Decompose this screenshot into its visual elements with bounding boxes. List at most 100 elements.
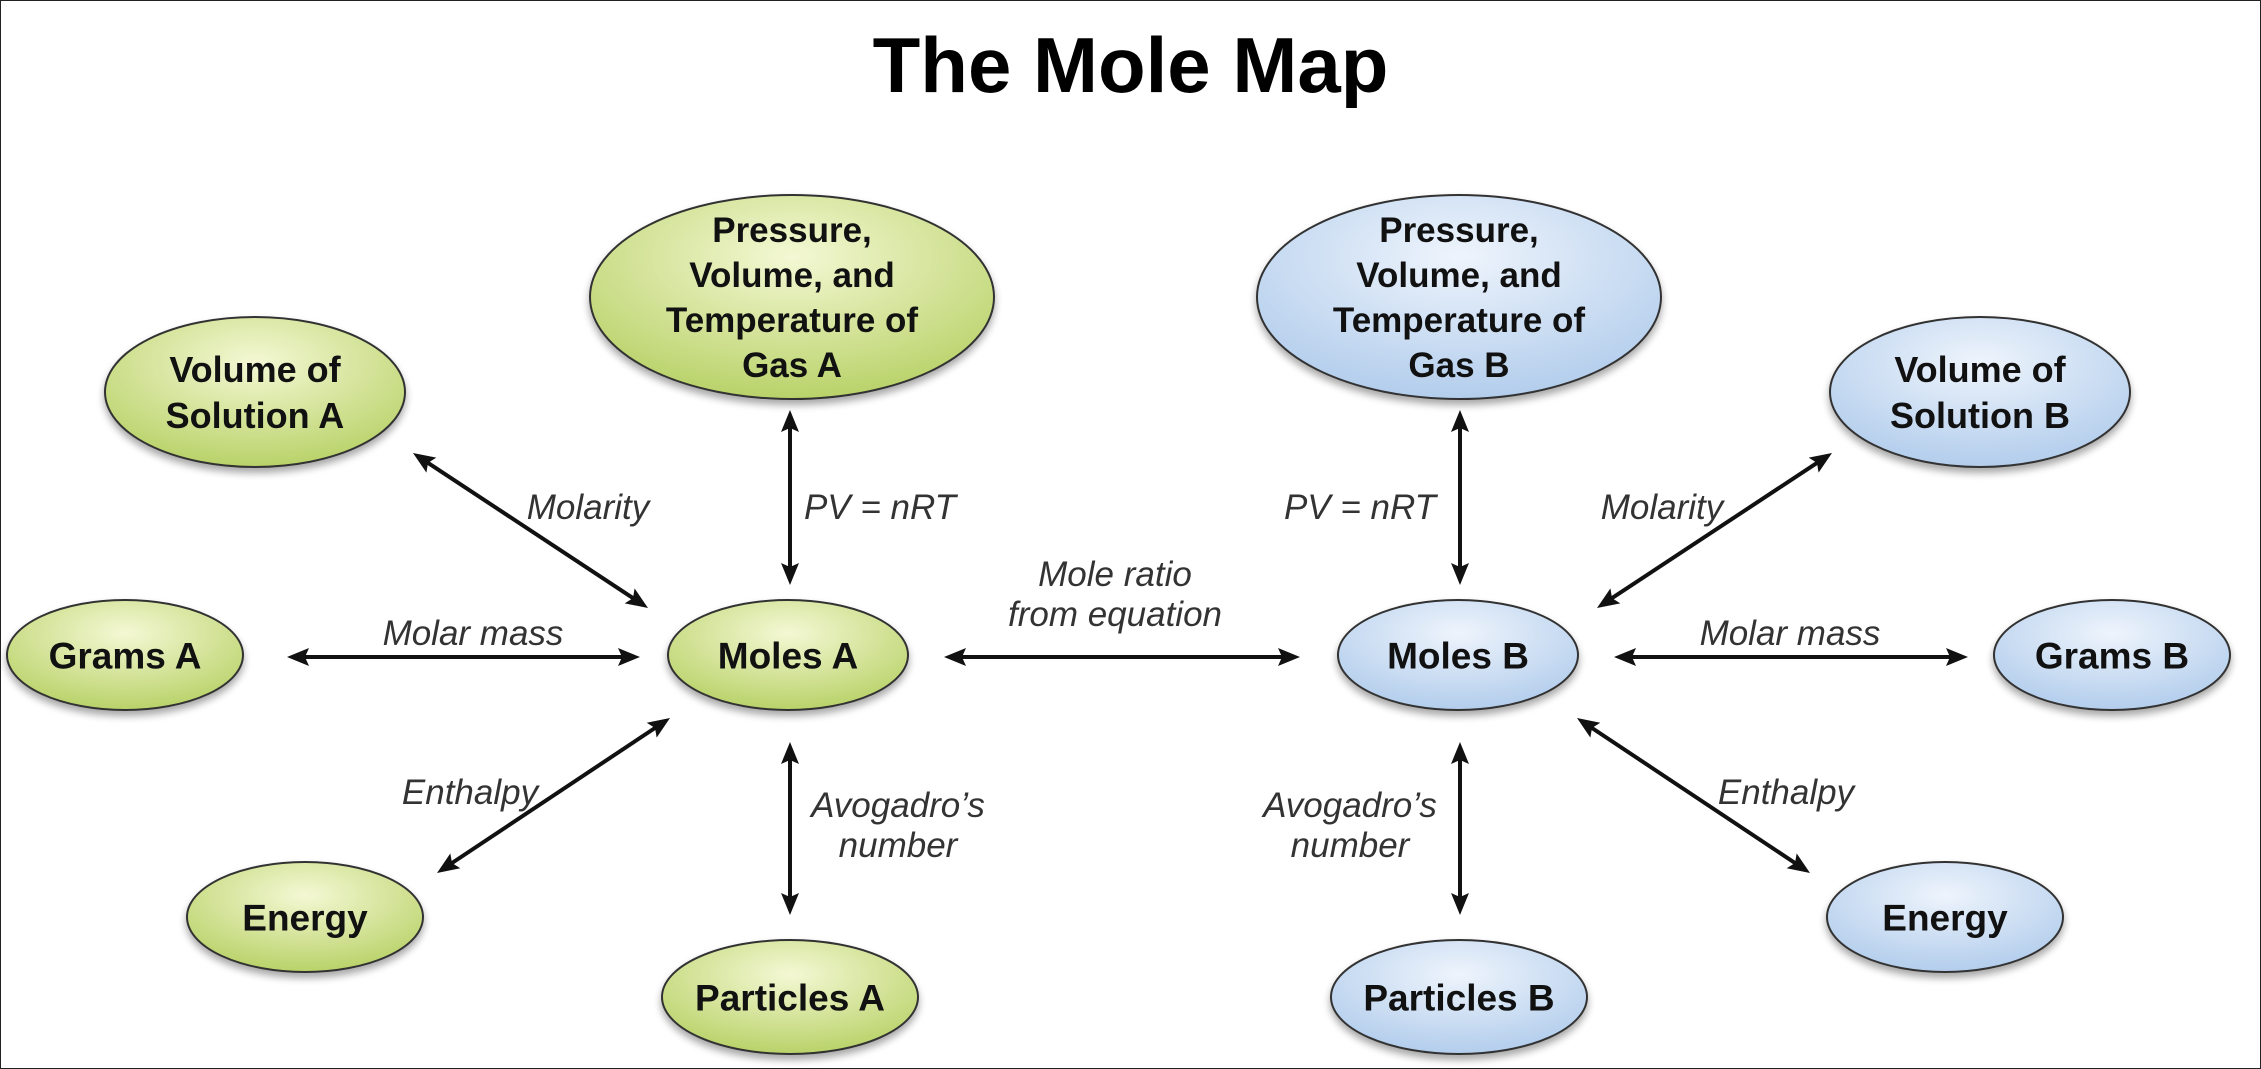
arrowhead: [413, 453, 437, 473]
arrowhead: [287, 648, 309, 666]
node-ellipse: [1330, 939, 1588, 1055]
node-ellipse: [104, 316, 406, 468]
arrowhead: [624, 588, 648, 608]
node-ellipse: [1829, 316, 2131, 468]
arrowhead: [1786, 853, 1810, 873]
node-ellipse: [1993, 599, 2231, 711]
node-ellipse: [186, 861, 424, 973]
edge-mole-ratio: [944, 648, 1300, 666]
arrowhead: [1451, 563, 1469, 585]
node-moles-b: Moles B: [1337, 599, 1579, 711]
arrowhead: [1946, 648, 1968, 666]
edge-enthalpy-b: [1577, 718, 1810, 873]
node-label: Energy: [242, 897, 368, 938]
edge-label-pv-a: PV = nRT: [804, 488, 959, 527]
edge-label-molar-mass-a: Molar mass: [383, 614, 564, 653]
arrow-line: [449, 725, 658, 866]
arrowhead: [944, 648, 966, 666]
node-label: Particles B: [1363, 977, 1554, 1018]
node-grams-b: Grams B: [1993, 599, 2231, 711]
edge-label-line: Molarity: [1601, 488, 1726, 527]
edge-pv-b: [1451, 410, 1469, 585]
node-label: Grams A: [49, 635, 202, 676]
edge-avogadro-b: [1451, 742, 1469, 915]
edge-pv-a: [781, 410, 799, 585]
node-label: Moles A: [718, 635, 858, 676]
edge-molarity-b: [1597, 453, 1832, 608]
edge-label-enthalpy-a: Enthalpy: [402, 773, 541, 812]
page-title: The Mole Map: [872, 21, 1389, 109]
edge-label-line: Enthalpy: [1718, 773, 1857, 812]
node-pvt-b: Pressure, Volume, and Temperature of Gas B: [1256, 194, 1662, 400]
node-label-line: Solution A: [166, 395, 345, 436]
edge-label-line: Molarity: [527, 488, 652, 527]
arrowhead: [781, 742, 799, 764]
edge-label-line: Mole ratio: [1038, 555, 1192, 594]
node-vol-sol-b: Volume of Solution B: [1829, 316, 2131, 468]
node-label-line: Moles B: [1387, 635, 1529, 676]
node-grams-a: Grams A: [6, 599, 244, 711]
node-label-line: Particles A: [695, 977, 885, 1018]
edge-label-molarity-a: Molarity: [527, 488, 652, 527]
edge-label-molar-mass-b: Molar mass: [1700, 614, 1881, 653]
edge-enthalpy-a: [437, 718, 670, 873]
edge-label-avogadro-b: Avogadro’s number: [1261, 786, 1437, 865]
edge-label-avogadro-a: Avogadro’s number: [809, 786, 985, 865]
node-label-line: Temperature of: [666, 301, 919, 340]
edge-label-line: Avogadro’s: [809, 786, 985, 825]
node-label-line: Volume of: [1894, 349, 2066, 390]
node-label-line: Pressure,: [712, 211, 872, 250]
node-ellipse: [1826, 861, 2064, 973]
arrowhead: [1808, 453, 1832, 473]
edge-label-line: number: [1291, 826, 1411, 865]
node-label: Pressure, Volume, and Temperature of Gas B: [1333, 211, 1586, 385]
arrowhead: [781, 563, 799, 585]
edge-avogadro-a: [781, 742, 799, 915]
arrowhead: [1451, 410, 1469, 432]
arrowhead: [437, 853, 461, 873]
node-ellipse: [6, 599, 244, 711]
arrow-line: [1609, 460, 1820, 601]
edge-label-enthalpy-b: Enthalpy: [1718, 773, 1857, 812]
node-label-line: Grams B: [2035, 635, 2189, 676]
arrowhead: [1577, 718, 1601, 738]
node-label: Volume of Solution B: [1890, 349, 2070, 436]
node-moles-a: Moles A: [667, 599, 909, 711]
node-label: Energy: [1882, 897, 2008, 938]
node-energy-b: Energy: [1826, 861, 2064, 973]
node-label: Particles A: [695, 977, 885, 1018]
node-label: Moles B: [1387, 635, 1529, 676]
edge-label-pv-b: PV = nRT: [1284, 488, 1439, 527]
arrowhead: [1597, 588, 1621, 608]
node-ellipse: [667, 599, 909, 711]
node-pvt-a: Pressure, Volume, and Temperature of Gas A: [589, 194, 995, 400]
edge-label-line: Molar mass: [1700, 614, 1881, 653]
edge-label-line: Molar mass: [383, 614, 564, 653]
arrowhead: [618, 648, 640, 666]
edge-label-line: Avogadro’s: [1261, 786, 1437, 825]
edge-label-line: number: [839, 826, 959, 865]
arrow-line: [425, 460, 636, 601]
arrowhead: [1451, 742, 1469, 764]
node-label-line: Particles B: [1363, 977, 1554, 1018]
node-ellipse: [589, 194, 995, 400]
edge-molarity-a: [413, 453, 648, 608]
edge-label-molarity-b: Molarity: [1601, 488, 1726, 527]
node-label-line: Solution B: [1890, 395, 2070, 436]
edge-label-line: from equation: [1008, 595, 1222, 634]
arrowhead: [1451, 893, 1469, 915]
node-label-line: Volume, and: [1356, 256, 1562, 295]
node-label: Pressure, Volume, and Temperature of Gas A: [666, 211, 919, 385]
arrowhead: [781, 893, 799, 915]
node-label-line: Volume of: [169, 349, 341, 390]
arrowhead: [1278, 648, 1300, 666]
edge-label-line: PV = nRT: [804, 488, 959, 527]
arrowhead: [781, 410, 799, 432]
node-label-line: Volume, and: [689, 256, 895, 295]
node-label-line: Energy: [242, 897, 368, 938]
edge-label-line: PV = nRT: [1284, 488, 1439, 527]
node-ellipse: [661, 939, 919, 1055]
node-label: Volume of Solution A: [166, 349, 345, 436]
node-label-line: Pressure,: [1379, 211, 1539, 250]
